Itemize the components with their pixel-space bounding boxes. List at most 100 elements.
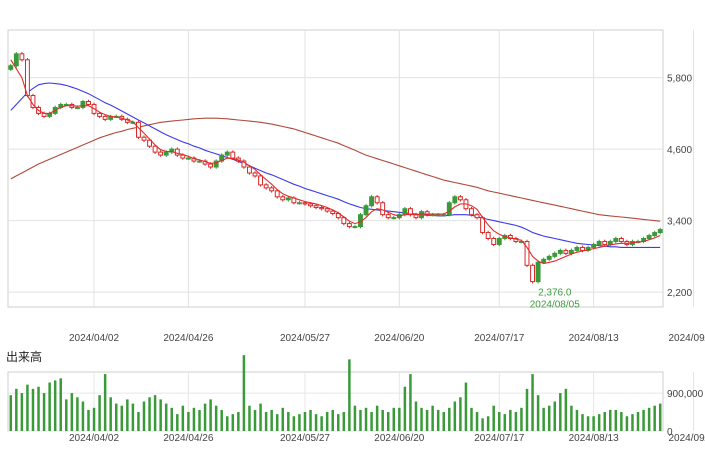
volume-bar — [475, 412, 479, 431]
volume-bar — [309, 409, 312, 431]
low-annotation-value: 2,376.0 — [538, 288, 572, 299]
volume-bar — [586, 416, 590, 431]
price-x-tick: 2024/06/20 — [374, 333, 424, 344]
volume-bar — [392, 407, 396, 431]
candle-body — [285, 197, 291, 201]
volume-bar — [203, 403, 207, 431]
volume-bar — [70, 393, 74, 431]
volume-bar — [348, 359, 351, 431]
price-x-tick-labels: 2024/04/02 2024/04/26 2024/05/27 2024/06/20… — [69, 333, 705, 344]
volume-bar — [553, 401, 557, 431]
candle-body — [363, 205, 369, 216]
candle-body — [402, 208, 408, 216]
candle-body — [102, 115, 108, 120]
ma-mid-path — [10, 82, 661, 248]
volume-section-title: 出来高 — [6, 349, 42, 364]
candles — [8, 52, 663, 284]
volume-bar — [231, 414, 235, 431]
price-plot-area — [7, 29, 664, 308]
candle-body — [469, 208, 474, 216]
volume-bar — [520, 407, 523, 431]
price-gridlines — [8, 30, 695, 307]
candle-body — [424, 211, 430, 216]
candle-body — [197, 160, 202, 163]
price-y-tick: 2,200 — [667, 288, 692, 299]
candle-body — [163, 151, 169, 156]
volume-bar — [298, 414, 301, 431]
candle-body — [535, 261, 541, 283]
volume-bar — [281, 407, 285, 431]
volume-bar — [153, 395, 157, 431]
volume-y-tick-labels: 0 900,000 — [667, 389, 704, 438]
volume-y-tick: 900,000 — [667, 389, 704, 400]
volume-bar — [170, 407, 173, 431]
volume-bar — [26, 384, 29, 431]
volume-bar — [242, 355, 246, 431]
volume-bar — [103, 374, 107, 431]
volume-bar — [386, 412, 390, 431]
volume-x-tick: 2024/05/27 — [280, 433, 330, 444]
candle-body — [491, 237, 497, 245]
volume-bar — [403, 386, 407, 431]
candle-body — [263, 184, 269, 189]
volume-bar — [525, 388, 529, 431]
price-y-tick: 3,400 — [667, 217, 692, 228]
candle-body — [86, 100, 91, 105]
candle-body — [97, 112, 103, 117]
volume-bar — [192, 407, 196, 431]
volume-bar — [270, 409, 273, 431]
candle-body — [274, 190, 280, 198]
volume-bar — [237, 412, 240, 431]
candle-body — [591, 243, 597, 248]
candle-body — [280, 196, 286, 201]
volume-bar — [181, 405, 185, 431]
candle-body — [141, 136, 147, 141]
volume-bar — [642, 409, 645, 431]
volume-bar — [15, 388, 18, 431]
candle-body — [313, 205, 319, 209]
candle-body — [474, 214, 480, 219]
price-x-tick: 2024/05/27 — [280, 333, 330, 344]
volume-x-tick-labels: 2024/04/02 2024/04/26 2024/05/27 2024/06/20… — [69, 433, 705, 444]
ma-long-line — [10, 117, 661, 222]
volume-bar — [148, 397, 151, 431]
candle-body — [607, 240, 613, 245]
volume-bar — [420, 407, 423, 431]
candle-body — [374, 196, 380, 204]
candle-body — [557, 249, 563, 254]
candle-body — [657, 229, 663, 234]
volume-bar — [187, 412, 190, 431]
price-x-tick: 2024/08/13 — [569, 333, 619, 344]
volume-bar — [325, 412, 329, 431]
volume-bar — [120, 405, 124, 431]
volume-bar — [509, 409, 512, 431]
volume-bar — [436, 409, 440, 431]
volume-bar — [597, 414, 601, 431]
candle-body — [457, 196, 463, 201]
volume-bar — [20, 393, 24, 431]
volume-bar — [31, 388, 35, 431]
candle-body — [652, 232, 658, 237]
volume-bar — [658, 403, 662, 431]
volume-bar — [53, 380, 57, 431]
volume-bar — [631, 414, 634, 431]
candle-body — [596, 240, 602, 245]
ma-short-path — [10, 59, 661, 265]
volume-bar — [470, 407, 473, 431]
volume-bar — [48, 382, 51, 431]
candle-body — [19, 53, 25, 61]
volume-bar — [109, 397, 112, 431]
candle-body — [380, 202, 386, 216]
volume-bar — [65, 399, 68, 431]
volume-x-tick: 2024/09/06 — [668, 433, 705, 444]
candle-body — [174, 148, 180, 156]
candle-body — [385, 214, 391, 219]
volume-bar — [542, 407, 545, 431]
candle-body — [346, 223, 352, 228]
candle-body — [180, 154, 186, 159]
candle-body — [169, 148, 175, 153]
volume-bar — [459, 397, 462, 431]
candle-body — [435, 214, 441, 217]
volume-x-tick: 2024/06/20 — [374, 433, 424, 444]
